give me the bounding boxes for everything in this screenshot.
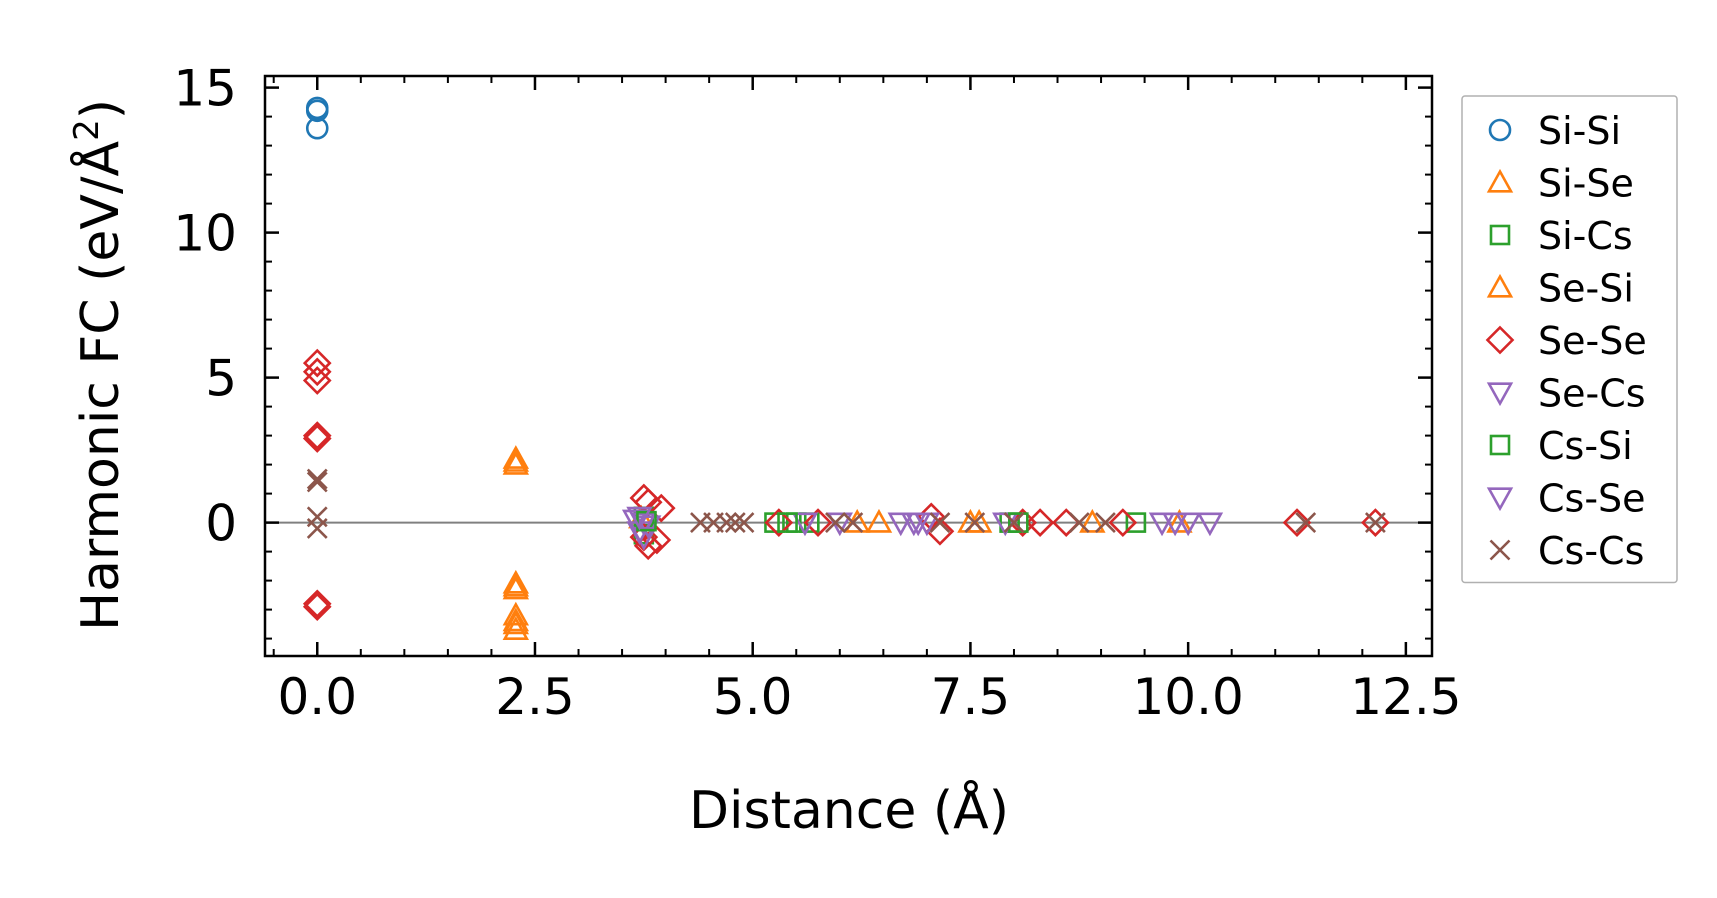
legend-label: Se-Se (1538, 319, 1647, 363)
point-se-se (646, 493, 676, 523)
point-cs-cs (842, 512, 864, 534)
point-se-cs (1174, 512, 1202, 537)
point-cs-se (626, 506, 653, 531)
point-cs-cs (306, 517, 328, 539)
point-se-se (1025, 508, 1055, 537)
point-cs-si (777, 512, 798, 533)
legend-box (1461, 95, 1678, 584)
legend-label: Se-Si (1538, 267, 1634, 311)
point-se-se (302, 589, 332, 619)
point-se-se (302, 357, 332, 387)
y-tick-label: 5 (205, 350, 237, 408)
point-si-se (502, 445, 530, 469)
point-cs-si (1008, 512, 1029, 533)
x-tick-label: 0.0 (277, 668, 357, 726)
point-se-cs (791, 512, 819, 537)
point-si-cs (1125, 512, 1147, 533)
plot-area-frame (263, 74, 1434, 658)
x-tick-label: 2.5 (495, 668, 575, 726)
point-cs-cs (1094, 512, 1116, 534)
point-cs-cs (724, 512, 746, 534)
point-si-se (502, 569, 530, 594)
legend-marker-se-cs (1486, 382, 1514, 407)
legend-label: Si-Cs (1538, 214, 1633, 258)
y-tick-label: 0 (205, 495, 237, 553)
legend-marker-si-cs (1489, 224, 1511, 246)
point-se-cs (634, 515, 662, 540)
point-si-se (502, 610, 530, 635)
point-si-se (502, 575, 530, 600)
point-se-cs (630, 526, 658, 551)
x-tick-label: 10.0 (1132, 668, 1243, 726)
x-tick-label: 5.0 (713, 668, 793, 726)
point-si-se (865, 508, 893, 533)
point-cs-cs (306, 468, 328, 490)
y-tick-label: 15 (173, 60, 237, 118)
point-si-se (1166, 508, 1193, 533)
y-axis-label: Harmonic FC (eV/Å2) (67, 99, 131, 631)
point-cs-cs (964, 512, 986, 534)
point-si-si (305, 99, 329, 123)
point-se-se (302, 421, 332, 450)
legend-marker-cs-si (1489, 434, 1511, 456)
point-se-si (502, 572, 530, 597)
legend-label: Si-Se (1538, 162, 1634, 206)
point-se-se (1108, 508, 1138, 537)
point-se-se (302, 592, 332, 622)
point-si-se (502, 450, 530, 475)
point-se-cs (1148, 512, 1176, 537)
point-cs-cs (1068, 512, 1090, 534)
point-cs-se (1161, 512, 1189, 537)
point-se-se (764, 508, 794, 537)
legend-marker-se-si (1486, 273, 1514, 298)
point-cs-cs (1295, 512, 1317, 534)
point-se-se (1282, 508, 1312, 537)
legend-label: Se-Cs (1538, 372, 1646, 416)
point-si-se (1079, 508, 1106, 533)
point-se-se (302, 366, 332, 395)
point-se-se (302, 348, 332, 378)
point-si-si (305, 116, 329, 140)
point-cs-cs (1003, 512, 1025, 534)
point-se-se (1361, 508, 1390, 537)
point-cs-si (636, 510, 657, 532)
point-cs-cs (929, 512, 951, 534)
legend-marker-cs-se (1486, 487, 1514, 512)
legend-label: Si-Si (1538, 109, 1621, 153)
legend-marker-si-si (1488, 118, 1512, 142)
legend: Si-Si Si-Se Si-Cs Se-Si Se-Se Se-Cs Cs-Si Cs-Se… (1461, 95, 1678, 584)
point-se-si (502, 607, 530, 632)
point-cs-cs (1364, 512, 1386, 534)
point-se-se (302, 424, 332, 453)
data-points-layer (302, 96, 1390, 641)
point-si-se (502, 601, 530, 626)
point-se-se (803, 508, 833, 537)
point-se-si (502, 448, 530, 472)
legend-marker-se-se (1485, 325, 1515, 355)
point-se-cs (887, 512, 914, 537)
x-tick-label: 12.5 (1350, 668, 1461, 726)
x-axis-label: Distance (Å) (689, 779, 1009, 841)
point-se-cs (1196, 512, 1224, 537)
y-tick-label: 10 (173, 205, 237, 263)
legend-label: Cs-Si (1538, 424, 1633, 468)
legend-marker-si-se (1486, 168, 1514, 193)
point-cs-se (904, 512, 932, 537)
legend-label: Cs-Cs (1538, 529, 1644, 573)
x-tick-label: 7.5 (931, 668, 1011, 726)
point-cs-cs (825, 512, 846, 534)
legend-marker-cs-cs (1489, 539, 1511, 561)
y-axis-label-superscript: 2 (67, 119, 107, 141)
point-cs-cs (306, 471, 328, 493)
point-cs-cs (733, 512, 755, 534)
point-cs-cs (716, 512, 737, 534)
legend-label: Cs-Se (1538, 477, 1646, 521)
ticks-layer: 0.0 2.5 5.0 7.5 10.0 12.5 0 5 10 15 (173, 60, 1461, 726)
